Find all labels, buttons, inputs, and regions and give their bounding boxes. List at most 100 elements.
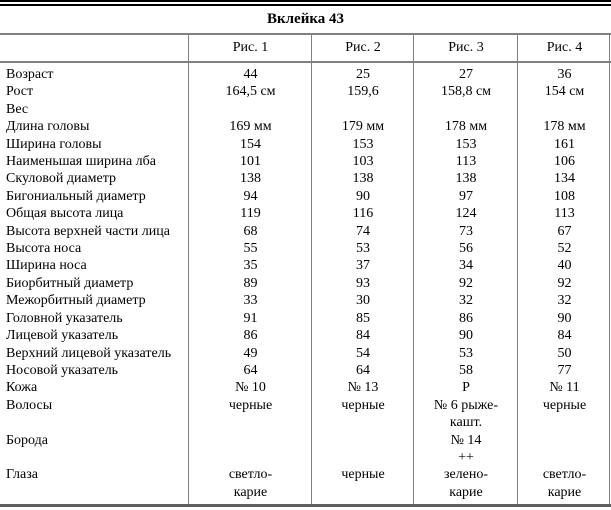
value-cell: 34: [459, 258, 473, 274]
value-cell: 178 мм: [444, 119, 488, 135]
value-cell: 138: [352, 171, 374, 187]
value-cell: [518, 101, 611, 118]
value-cell: 44: [243, 67, 258, 82]
value-cell: [189, 101, 312, 118]
value-cell: 97: [459, 188, 473, 204]
value-cell: 52: [557, 241, 572, 257]
value-cell: 54: [356, 345, 370, 361]
value-cell: черные: [341, 397, 385, 413]
value-cell: 138: [455, 171, 477, 187]
value-cell: 84: [356, 328, 370, 344]
value-cell: 161: [554, 136, 575, 152]
row-label: Кожа: [6, 380, 38, 396]
column-divider-line: [311, 33, 312, 504]
title-separator-line: [0, 33, 611, 35]
row-label: Рост: [6, 84, 34, 100]
value-cell: № 10: [235, 380, 266, 396]
column-divider-line: [188, 33, 189, 504]
value-cell: 67: [557, 223, 572, 239]
value-cell: 86: [459, 310, 473, 326]
value-cell: 119: [240, 206, 261, 222]
value-cell: Р: [462, 380, 470, 396]
value-cell: 106: [554, 154, 575, 170]
value-cell: 94: [243, 188, 258, 204]
value-cell: 113: [554, 206, 575, 222]
value-cell: [312, 432, 414, 467]
value-cell: светло- карие: [542, 467, 587, 500]
value-cell: 154 см: [544, 84, 585, 100]
value-cell: [312, 101, 414, 118]
value-cell: [189, 432, 312, 467]
value-cell: 179 мм: [341, 119, 385, 135]
corner-header-cell: [0, 35, 189, 63]
data-table: Рис. 1 Рис. 2 Рис. 3 Рис. 4 Возраст 44 25 27 36 Р…: [0, 35, 611, 501]
value-cell: 134: [554, 171, 575, 187]
row-label: Волосы: [6, 397, 53, 413]
row-label: Общая высота лица: [6, 206, 124, 222]
column-header: Рис. 4: [546, 40, 583, 55]
value-cell: 27: [459, 67, 473, 82]
value-cell: 36: [557, 67, 572, 82]
value-cell: 92: [557, 275, 572, 291]
row-label: Межорбитный диаметр: [6, 293, 146, 309]
value-cell: [414, 101, 518, 118]
value-cell: черные: [228, 397, 273, 413]
value-cell: 49: [243, 345, 258, 361]
value-cell: 33: [243, 293, 258, 309]
value-cell: 90: [557, 310, 572, 326]
value-cell: 158,8 см: [440, 84, 492, 100]
value-cell: 153: [455, 136, 477, 152]
value-cell: 159,6: [347, 84, 379, 100]
table-title: Вклейка 43: [266, 11, 345, 27]
value-cell: 153: [352, 136, 374, 152]
bottom-thick-rule: [0, 504, 611, 507]
row-label: Лицевой указатель: [6, 328, 119, 344]
value-cell: 50: [557, 345, 572, 361]
value-cell: 40: [557, 258, 572, 274]
value-cell: 124: [455, 206, 477, 222]
value-cell: 25: [356, 67, 370, 82]
value-cell: № 13: [347, 380, 379, 396]
value-cell: 32: [557, 293, 572, 309]
value-cell: 35: [243, 258, 258, 274]
value-cell: 103: [352, 154, 374, 170]
value-cell: 53: [459, 345, 473, 361]
value-cell: № 14 ++: [450, 432, 482, 465]
value-cell: 108: [554, 188, 575, 204]
value-cell: 74: [356, 223, 370, 239]
value-cell: светло- карие: [228, 467, 273, 500]
value-cell: 116: [352, 206, 374, 222]
value-cell: 164,5 см: [225, 84, 276, 100]
value-cell: 55: [243, 241, 258, 257]
value-cell: 84: [557, 328, 572, 344]
column-header: Рис. 2: [345, 40, 381, 55]
column-header: Рис. 3: [448, 40, 484, 55]
value-cell: 90: [459, 328, 473, 344]
value-cell: 53: [356, 241, 370, 257]
value-cell: 113: [455, 154, 477, 170]
row-label: Длина головы: [6, 119, 90, 135]
row-label: Вес: [6, 101, 29, 117]
value-cell: 169 мм: [229, 119, 272, 135]
value-cell: № 6 рыже- кашт.: [433, 397, 499, 431]
value-cell: 154: [240, 136, 261, 152]
value-cell: 178 мм: [543, 119, 586, 135]
row-label: Высота верхней части лица: [6, 223, 170, 239]
value-cell: черные: [542, 397, 587, 413]
row-label: Возраст: [6, 67, 54, 82]
row-label: Высота носа: [6, 241, 82, 257]
value-cell: 68: [243, 223, 258, 239]
row-label: Наименьшая ширина лба: [6, 154, 156, 170]
column-divider-line: [413, 33, 414, 504]
row-label: Биорбитный диаметр: [6, 275, 134, 291]
value-cell: 64: [243, 362, 258, 378]
row-label: Ширина головы: [6, 136, 102, 152]
row-label: Головной указатель: [6, 310, 123, 326]
top-double-rule: [0, 0, 611, 6]
row-label: Скуловой диаметр: [6, 171, 117, 187]
value-cell: 56: [459, 241, 473, 257]
value-cell: 101: [240, 154, 261, 170]
value-cell: 93: [356, 275, 370, 291]
row-label: Ширина носа: [6, 258, 87, 274]
